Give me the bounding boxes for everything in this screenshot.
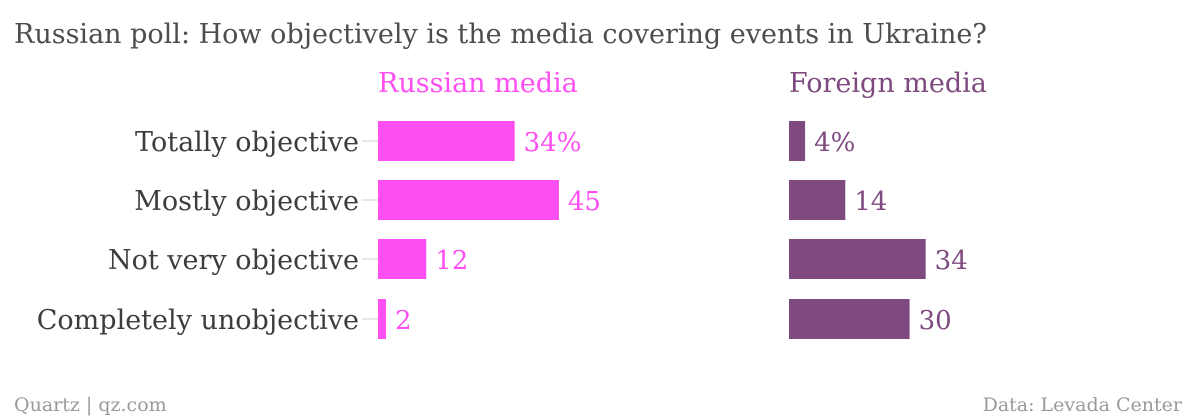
bar [378,180,559,220]
category-label: Not very objective [108,245,359,276]
plot-area: Totally objective Mostly objective Not ver… [37,68,987,339]
data-label: 30 [919,306,952,336]
data-label: 2 [395,306,412,336]
data-label: 4% [814,128,855,158]
bar [789,180,846,220]
bar [378,121,515,161]
data-label: 34 [935,246,968,276]
bar [789,121,806,161]
source-right: Data: Levada Center [983,394,1183,416]
data-label: 12 [435,246,468,276]
bar [378,299,387,339]
data-label: 45 [568,187,601,217]
bar [789,239,926,279]
data-label: 34% [524,128,582,158]
chart-title: Russian poll: How objectively is the med… [14,19,987,50]
bar [789,299,910,339]
category-label: Totally objective [135,127,359,158]
category-label: Mostly objective [134,186,359,217]
category-label: Completely unobjective [37,305,359,336]
series-title: Foreign media [789,68,987,99]
data-label: 14 [854,187,887,217]
source-left: Quartz | qz.com [14,394,167,416]
series-title: Russian media [378,68,578,99]
bar [378,239,427,279]
